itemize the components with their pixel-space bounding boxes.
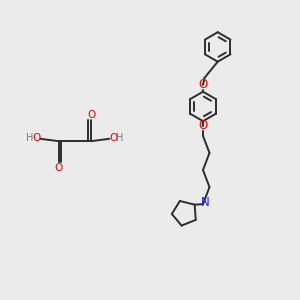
Text: O: O [198, 78, 208, 92]
Text: O: O [109, 133, 117, 142]
Text: H: H [26, 133, 34, 142]
Text: O: O [55, 163, 63, 173]
Text: O: O [32, 133, 41, 142]
Text: O: O [87, 110, 95, 120]
Text: H: H [116, 133, 123, 142]
Text: N: N [201, 196, 210, 209]
Text: O: O [198, 119, 208, 132]
